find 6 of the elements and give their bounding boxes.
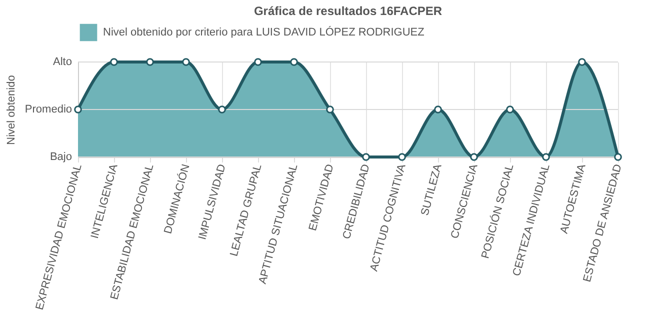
legend-label: Nivel obtenido por criterio para LUIS DAVID LÓPEZ RODRIGUEZ — [103, 26, 425, 38]
ref-line-label: Promedio — [24, 104, 72, 116]
chart-title: Gráfica de resultados 16FACPER — [254, 4, 442, 18]
ref-line-label: Alto — [53, 56, 72, 68]
ref-line-label: Bajo — [50, 151, 72, 163]
y-axis-title: Nivel obtenido — [6, 75, 18, 145]
